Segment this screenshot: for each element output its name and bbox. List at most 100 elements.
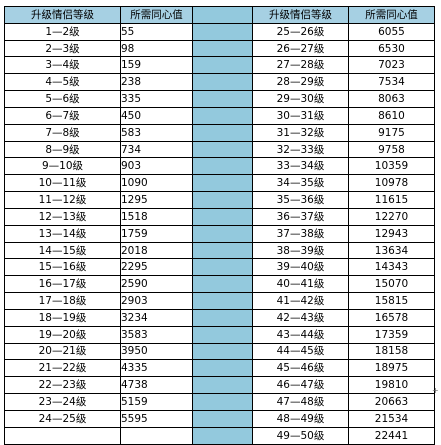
left-value-cell: 4335 [120, 359, 193, 378]
right-value-cell: 14343 [348, 258, 435, 277]
right-level-cell: 45—46级 [252, 359, 349, 378]
right-value-cell: 18158 [348, 342, 435, 361]
right-value-cell: 12270 [348, 207, 435, 226]
separator-cell [192, 90, 253, 108]
left-level-cell: 3—4级 [4, 56, 121, 75]
right-level-cell: 44—45级 [252, 342, 349, 361]
left-level-cell [4, 426, 121, 445]
left-value-cell: 98 [120, 39, 193, 58]
left-value-cell: 734 [120, 140, 193, 159]
table-row: 19—20级 3583 43—44级 17359 [4, 325, 435, 344]
table-row: 8—9级 734 32—33级 9758 [4, 140, 435, 159]
left-value-cell: 335 [120, 90, 193, 108]
right-value-cell: 9758 [348, 140, 435, 159]
left-value-cell: 3950 [120, 342, 193, 361]
table-row: 5—6级 335 29—30级 8063 [4, 90, 435, 108]
left-level-cell: 5—6级 [4, 90, 121, 108]
left-value-cell: 1759 [120, 224, 193, 243]
separator-cell [192, 409, 253, 428]
separator-column [192, 6, 253, 24]
separator-cell [192, 174, 253, 193]
right-level-cell: 30—31级 [252, 106, 349, 125]
table-row: 17—18级 2903 41—42级 15815 [4, 292, 435, 310]
left-level-cell: 13—14级 [4, 224, 121, 243]
right-level-cell: 27—28级 [252, 56, 349, 75]
separator-cell [192, 73, 253, 92]
left-value-cell: 903 [120, 157, 193, 176]
left-value-cell: 2903 [120, 292, 193, 310]
table-row: 3—4级 159 27—28级 7023 [4, 56, 435, 75]
right-level-cell: 28—29级 [252, 73, 349, 92]
separator-cell [192, 342, 253, 361]
separator-cell [192, 56, 253, 75]
left-value-cell: 4738 [120, 376, 193, 395]
left-value-header: 所需同心值 [120, 6, 193, 24]
right-value-cell: 13634 [348, 241, 435, 260]
left-level-cell: 15—16级 [4, 258, 121, 277]
right-level-cell: 46—47级 [252, 376, 349, 395]
left-value-cell: 5595 [120, 409, 193, 428]
separator-cell [192, 258, 253, 277]
table-row: 18—19级 3234 42—43级 16578 [4, 308, 435, 327]
right-level-cell: 34—35级 [252, 174, 349, 193]
right-level-cell: 29—30级 [252, 90, 349, 108]
left-value-cell: 2590 [120, 275, 193, 294]
left-value-cell: 238 [120, 73, 193, 92]
separator-cell [192, 207, 253, 226]
right-level-cell: 48—49级 [252, 409, 349, 428]
table-row: 11—12级 1295 35—36级 11615 [4, 191, 435, 209]
left-value-cell: 1518 [120, 207, 193, 226]
right-value-cell: 7023 [348, 56, 435, 75]
left-level-cell: 14—15级 [4, 241, 121, 260]
left-value-cell: 5159 [120, 393, 193, 411]
separator-cell [192, 275, 253, 294]
table-row: 2—3级 98 26—27级 6530 [4, 39, 435, 58]
separator-cell [192, 426, 253, 445]
right-value-cell: 8063 [348, 90, 435, 108]
left-value-cell: 1295 [120, 191, 193, 209]
table-row: 22—23级 4738 46—47级 19810 [4, 376, 435, 395]
table-row: 1—2级 55 25—26级 6055 [4, 22, 435, 41]
right-value-cell: 8610 [348, 106, 435, 125]
table-row: 10—11级 1090 34—35级 10978 [4, 174, 435, 193]
right-value-cell: 15815 [348, 292, 435, 310]
right-level-cell: 41—42级 [252, 292, 349, 310]
right-value-cell: 12943 [348, 224, 435, 243]
table-row: 4—5级 238 28—29级 7534 [4, 73, 435, 92]
right-value-cell: 15070 [348, 275, 435, 294]
left-level-cell: 12—13级 [4, 207, 121, 226]
table-row: 23—24级 5159 47—48级 20663 [4, 393, 435, 411]
left-value-cell: 3583 [120, 325, 193, 344]
right-level-cell: 25—26级 [252, 22, 349, 41]
left-level-cell: 16—17级 [4, 275, 121, 294]
right-value-header: 所需同心值 [348, 6, 435, 24]
right-level-cell: 39—40级 [252, 258, 349, 277]
left-value-cell: 583 [120, 123, 193, 142]
table-row: 14—15级 2018 38—39级 13634 [4, 241, 435, 260]
left-level-cell: 9—10级 [4, 157, 121, 176]
table-row: 24—25级 5595 48—49级 21534 [4, 409, 435, 428]
right-value-cell: 10359 [348, 157, 435, 176]
right-value-cell: 16578 [348, 308, 435, 327]
separator-cell [192, 325, 253, 344]
separator-cell [192, 22, 253, 41]
left-value-cell: 1090 [120, 174, 193, 193]
right-value-cell: 19810 [348, 376, 435, 395]
right-level-cell: 38—39级 [252, 241, 349, 260]
table-row: 16—17级 2590 40—41级 15070 [4, 275, 435, 294]
table-row: 21—22级 4335 45—46级 18975 [4, 359, 435, 378]
left-level-cell: 19—20级 [4, 325, 121, 344]
left-value-cell [120, 426, 193, 445]
right-value-cell: 9175 [348, 123, 435, 142]
separator-cell [192, 140, 253, 159]
separator-cell [192, 106, 253, 125]
table-row: 20—21级 3950 44—45级 18158 [4, 342, 435, 361]
left-level-cell: 10—11级 [4, 174, 121, 193]
left-level-cell: 17—18级 [4, 292, 121, 310]
header-row: 升级情侣等级 所需同心值 升级情侣等级 所需同心值 [4, 6, 435, 24]
table-row: 9—10级 903 33—34级 10359 [4, 157, 435, 176]
left-level-cell: 22—23级 [4, 376, 121, 395]
right-value-cell: 21534 [348, 409, 435, 428]
table-row: 15—16级 2295 39—40级 14343 [4, 258, 435, 277]
left-level-cell: 24—25级 [4, 409, 121, 428]
